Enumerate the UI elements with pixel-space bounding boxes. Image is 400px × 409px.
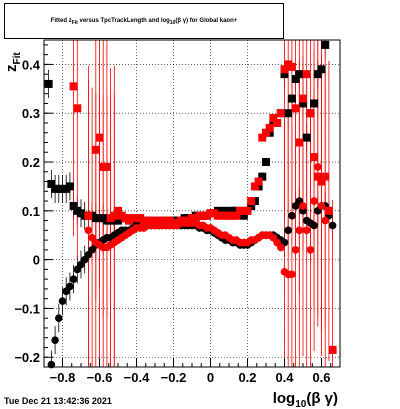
data-point-square [313,70,322,79]
data-point-circle [58,297,67,305]
tick-labels: −0.8 −0.6 −0.4 −0.2 0 0.2 0.4 0.6 −0.2 −0.1 0 0.1 0.… [14,57,330,385]
y-tick-label: −0.2 [14,350,40,365]
data-point-square [276,109,285,118]
data-point-circle [310,197,318,205]
data-point-circle [317,202,326,210]
y-tick-label: −0.1 [14,301,40,316]
data-point-square [91,145,100,154]
timestamp: Tue Dec 21 13:42:36 2021 [4,396,112,406]
x-tick-label: 0.4 [275,370,294,385]
chart-title: Fitted zFit versus TpcTrackLength and lo… [50,18,238,27]
data-point-square [328,345,337,354]
data-point-circle [302,226,311,235]
data-point-square [295,70,304,79]
x-tick-label: −0.4 [124,370,150,385]
x-tick-label: −0.6 [87,370,113,385]
data-point-circle [51,336,59,344]
data-point-square [102,162,111,171]
data-point-square [302,70,311,79]
x-axis-label: log10(β γ) [273,390,338,409]
data-point-square [44,79,53,88]
data-point-square [299,94,307,103]
data-point-square [287,62,296,71]
data-point-circle [321,216,330,225]
data-point-square [232,211,241,220]
data-point-square [114,206,122,215]
x-tick-label: −0.8 [50,370,76,385]
data-point-circle [284,226,293,235]
x-tick-label: −0.2 [161,370,187,385]
data-point-square [291,75,300,84]
data-point-square [317,177,326,186]
data-point-square [110,211,119,220]
data-point-circle [310,221,318,230]
data-point-square [247,197,256,206]
axis-ticks [43,44,341,368]
data-point-square [321,172,330,181]
data-point-square [291,104,300,113]
data-point-square [265,123,274,132]
data-point-square [47,179,56,188]
data-point-square [258,133,267,142]
data-point-square [302,133,311,142]
y-tick-label: 0.3 [22,106,40,121]
data-point-square [254,177,263,186]
x-tick-label: 0.6 [312,370,330,385]
y-tick-label: 0 [33,253,40,268]
data-point-square [95,133,104,142]
data-point-square [317,65,326,74]
data-point-square [69,201,78,210]
data-point-circle [66,282,74,291]
x-tick-label: 0.2 [238,370,256,385]
data-point-square [262,128,270,137]
data-point-square [65,182,74,191]
data-point-circle [291,246,300,254]
data-point-square [262,158,270,167]
y-axis-label: zFit [3,52,23,72]
data-point-circle [295,226,304,235]
data-point-square [313,172,322,181]
data-point-circle [69,275,78,283]
data-point-square [310,153,319,162]
data-point-square [258,172,267,181]
data-point-square [73,104,82,113]
data-point-circle [306,246,315,254]
data-point-square [273,118,282,127]
data-point-circle [55,314,63,322]
y-tick-label: 0.2 [22,155,40,170]
title-box: Fitted zFit versus TpcTrackLength and lo… [4,3,284,39]
data-point-square [324,206,333,215]
data-point-square [247,201,256,210]
data-point-square [310,99,319,108]
data-point-circle [299,202,307,210]
data-point-square [284,109,293,118]
data-point-square [280,70,289,79]
data-point-square [239,211,248,220]
data-point-circle [314,163,322,171]
data-point-square [69,82,78,91]
data-point-square [295,138,304,147]
data-point-square [287,94,296,103]
data-point-circle [288,270,296,279]
data-point-circle [288,211,296,220]
data-point-square [299,99,307,108]
data-point-square [280,65,289,74]
data-point-square [269,114,278,123]
y-tick-label: 0.4 [22,57,41,72]
y-tick-label: 0.1 [22,204,40,219]
data-point-square [321,40,330,49]
data-point-square [250,182,259,191]
data-point-square [243,206,252,215]
x-tick-label: 0 [207,370,214,385]
data-markers [44,40,337,369]
error-bars [45,40,336,367]
data-point-circle [84,226,93,235]
data-point-square [306,109,315,118]
data-point-square [84,211,93,220]
data-point-circle [328,221,337,230]
data-point-circle [277,243,285,252]
